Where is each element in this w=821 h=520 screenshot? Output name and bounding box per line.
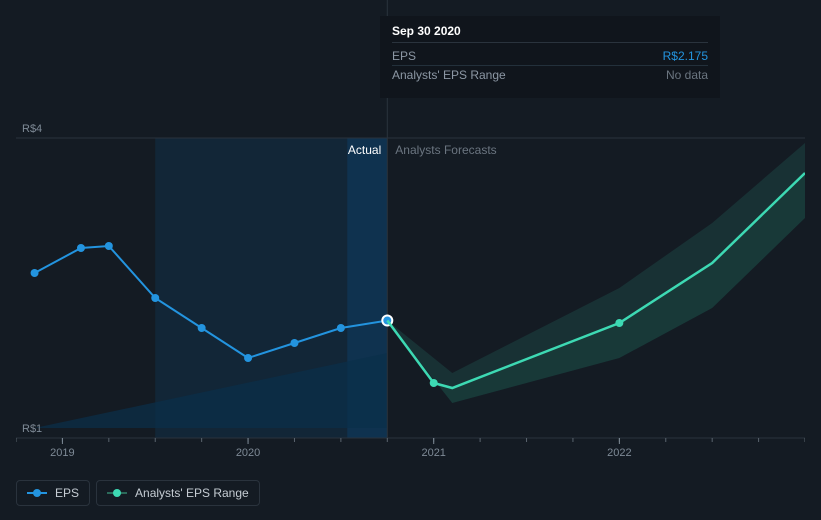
chart-tooltip: Sep 30 2020 EPS R$2.175 Analysts' EPS Ra… [380,16,720,98]
legend-item-eps[interactable]: EPS [16,480,90,506]
eps-point[interactable] [77,244,85,252]
eps-point[interactable] [151,294,159,302]
legend-marker-eps [27,488,47,498]
tooltip-value: R$2.175 [663,49,708,63]
x-axis-label: 2020 [236,447,260,459]
tooltip-row: Analysts' EPS Range No data [392,66,708,84]
eps-point[interactable] [290,339,298,347]
tooltip-label: EPS [392,49,663,63]
legend-label: EPS [55,486,79,500]
legend-marker-analysts [107,488,127,498]
tooltip-row: EPS R$2.175 [392,47,708,66]
tooltip-value: No data [666,68,708,82]
eps-point[interactable] [31,269,39,277]
eps-point[interactable] [198,324,206,332]
forecast-point[interactable] [615,319,623,327]
x-axis-label: 2022 [607,447,631,459]
section-label-actual: Actual [348,143,381,157]
chart-legend: EPS Analysts' EPS Range [16,480,260,506]
eps-point[interactable] [337,324,345,332]
y-axis-label: R$1 [22,423,42,435]
tooltip-label: Analysts' EPS Range [392,68,666,82]
x-axis-label: 2021 [421,447,445,459]
y-axis-label: R$4 [22,123,42,135]
eps-point[interactable] [105,242,113,250]
forecast-point[interactable] [430,379,438,387]
x-axis-label: 2019 [50,447,74,459]
tooltip-date: Sep 30 2020 [392,24,708,43]
section-label-forecast: Analysts Forecasts [395,143,496,157]
legend-item-analysts-range[interactable]: Analysts' EPS Range [96,480,260,506]
legend-label: Analysts' EPS Range [135,486,249,500]
eps-point[interactable] [244,354,252,362]
